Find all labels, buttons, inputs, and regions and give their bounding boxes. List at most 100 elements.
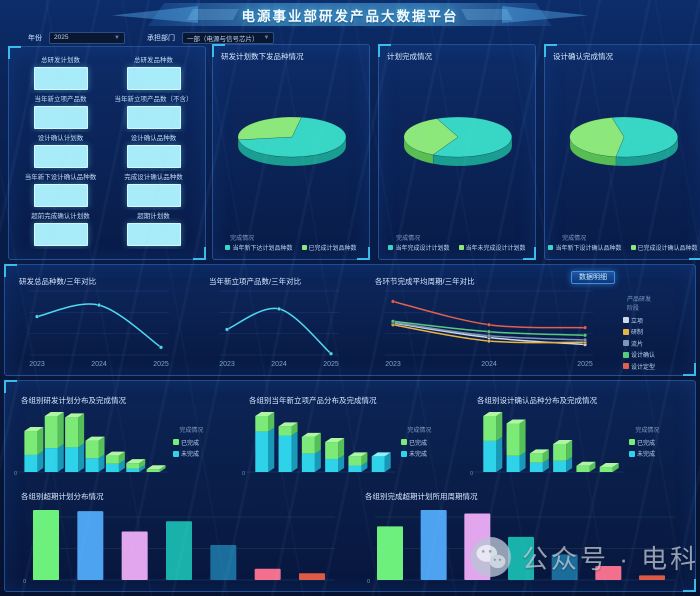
legend-swatch — [629, 450, 635, 457]
chart-title: 研发总品种数/三年对比 — [19, 277, 97, 286]
kpi-label: 当年新立项产品数（不含） — [114, 96, 193, 103]
kpi-label: 当年新下设计确认品种数 — [24, 174, 97, 181]
kpi-card: 当年新下设计确认品种数 — [14, 171, 107, 210]
chart-legend: 完成情况 已完成 未完成 — [401, 425, 459, 458]
department-select[interactable]: 一部（电源与信号芯片） ▼ — [182, 31, 275, 44]
x-tick-label: 2023 — [385, 361, 401, 368]
legend-swatch — [173, 439, 179, 445]
legend-swatch — [301, 245, 307, 250]
x-tick-label: 2025 — [323, 361, 339, 368]
trend-panel: 研发总品种数/三年对比 2023 2024 2025 当年新立项产品数/三年对比 2… — [4, 264, 696, 376]
legend-swatch — [388, 245, 394, 250]
pie-chart — [569, 116, 679, 167]
line-chart: 2023 2024 2025 — [219, 290, 339, 368]
kpi-value-box — [33, 67, 88, 90]
legend-label: 当年新下达计划品种数 — [232, 246, 293, 252]
pie-panel-design-confirm: 设计确认完成情况 完成情况 当年新下设计确认品种数 已完成设计确认品种数 — [544, 44, 700, 260]
kpi-grid: 总研发计划数 总研发品种数 当年新立项产品数 当年新立项产品数（不含） 设计确认… — [9, 47, 205, 256]
legend-item: 当年新下达计划品种数 — [225, 243, 293, 252]
chart-title: 研发计划数下发品种情况 — [221, 52, 304, 61]
chevron-down-icon: ▼ — [114, 34, 120, 41]
legend-item: 设计定型 — [623, 362, 659, 371]
legend-label: 当年未完成设计计划数 — [465, 246, 526, 252]
legend-item: 流片 — [623, 339, 659, 348]
header: 电源事业部研发产品大数据平台 — [0, 0, 700, 30]
legend-label: 未完成 — [181, 452, 200, 458]
svg-text:0: 0 — [470, 471, 473, 477]
legend-swatch — [623, 351, 629, 358]
line-chart-new-products: 当年新立项产品数/三年对比 2023 2024 2025 — [201, 270, 361, 374]
kpi-card: 设计确认品种数 — [107, 132, 200, 171]
stacked-bar-newprod-by-group: 各组别当年新立项产品分布及完成情况 0 完成情况 已完成 未完成 — [241, 389, 463, 481]
stacked-bar-plan-by-group: 各组别研发计划分布及完成情况 0 完成情况 已完成 未完成 — [13, 389, 235, 481]
legend-swatch — [623, 317, 629, 323]
pie-panel-plan-complete: 计划完成情况 完成情况当年完成设计计划数 当年未完成设计计划数 — [378, 44, 536, 260]
pie-chart — [403, 116, 513, 167]
bar-chart-3d: 0 — [470, 412, 623, 477]
legend-title: 完成情况 — [396, 236, 421, 242]
kpi-value-box — [33, 223, 88, 246]
legend-swatch — [623, 328, 629, 335]
kpi-card: 超期计划数 — [107, 210, 200, 249]
x-tick-label: 2023 — [29, 361, 45, 368]
kpi-value-box — [126, 67, 181, 90]
legend-label: 流片 — [631, 341, 644, 348]
legend-swatch — [630, 245, 636, 250]
chart-legend: 完成情况当年完成设计计划数 当年未完成设计计划数 — [379, 233, 535, 252]
kpi-label: 超期计划数 — [137, 213, 170, 220]
bar-chart-3d: 0 — [14, 412, 167, 477]
legend-label: 未完成 — [409, 452, 428, 458]
bar-chart: 0 — [23, 510, 335, 585]
chart-title: 各组别设计确认品种分布及完成情况 — [477, 396, 597, 405]
chart-legend: 产品研发阶段 立项 研制 流片 设计确认 设计定型 — [623, 294, 659, 371]
legend-item: 已完成设计确认品种数 — [630, 243, 698, 252]
bar-chart-3d: 0 — [242, 412, 395, 477]
svg-text:0: 0 — [367, 579, 370, 585]
chart-title: 各环节完成平均周期/三年对比 — [375, 277, 475, 286]
legend-swatch — [623, 340, 629, 346]
line-chart-total-species: 研发总品种数/三年对比 2023 2024 2025 — [11, 270, 191, 374]
detail-button[interactable]: 数据明细 — [571, 271, 615, 284]
chart-legend: 完成情况 已完成 未完成 — [173, 425, 231, 458]
legend-label: 已完成设计确认品种数 — [637, 246, 698, 252]
legend-swatch — [173, 450, 179, 457]
kpi-label: 完成设计确认品种数 — [124, 174, 183, 181]
legend-item: 已完成 — [173, 438, 231, 447]
legend-item: 当年新下设计确认品种数 — [548, 243, 622, 252]
kpi-label: 超前完成确认计划数 — [31, 213, 90, 220]
kpi-value-box — [33, 145, 88, 168]
legend-item: 当年未完成设计计划数 — [458, 243, 526, 252]
kpi-card: 总研发品种数 — [107, 54, 200, 93]
legend-item: 未完成 — [401, 449, 459, 458]
legend-item: 当年完成设计计划数 — [388, 243, 450, 252]
legend-label: 设计定型 — [631, 364, 656, 371]
legend-swatch — [225, 245, 231, 250]
line-chart-stage-cycle: 各环节完成平均周期/三年对比 数据明细 2023 2024 2025 产品研发阶段立… — [367, 270, 693, 374]
department-label: 承担部门 — [147, 34, 175, 42]
legend-item: 未完成 — [173, 449, 231, 458]
wechat-icon — [471, 537, 511, 577]
legend-swatch — [401, 450, 407, 457]
svg-text:0: 0 — [242, 471, 245, 477]
bar-chart-overdue-plans: 各组别超期计划分布情况 0 — [13, 485, 351, 589]
year-select[interactable]: 2025 ▼ — [49, 31, 125, 44]
watermark-text: 公众号 · 电科芯片 — [522, 543, 700, 574]
legend-item: 已完成 — [629, 438, 687, 447]
legend-item: 研制 — [623, 327, 659, 336]
chart-title: 设计确认完成情况 — [553, 52, 613, 61]
kpi-value-box — [126, 145, 181, 168]
kpi-value-box — [126, 106, 181, 129]
legend-label: 已完成 — [637, 440, 656, 447]
legend-swatch — [458, 245, 464, 250]
group-charts-panel: 各组别研发计划分布及完成情况 0 完成情况 已完成 未完成 各组别当年新立项产品分布… — [4, 380, 696, 592]
kpi-stats-panel: 总研发计划数 总研发品种数 当年新立项产品数 当年新立项产品数（不含） 设计确认… — [8, 46, 206, 260]
kpi-card: 超前完成确认计划数 — [14, 210, 107, 249]
legend-label: 当年完成设计计划数 — [395, 246, 450, 252]
legend-title: 完成情况 — [407, 428, 432, 434]
line-chart: 2023 2024 2025 — [385, 290, 593, 368]
year-value: 2025 — [54, 34, 69, 41]
kpi-card: 设计确认计划数 — [14, 132, 107, 171]
legend-swatch — [401, 439, 407, 445]
stacked-bar-confirm-by-group: 各组别设计确认品种分布及完成情况 0 完成情况 已完成 未完成 — [469, 389, 691, 481]
chart-title: 计划完成情况 — [387, 52, 432, 61]
